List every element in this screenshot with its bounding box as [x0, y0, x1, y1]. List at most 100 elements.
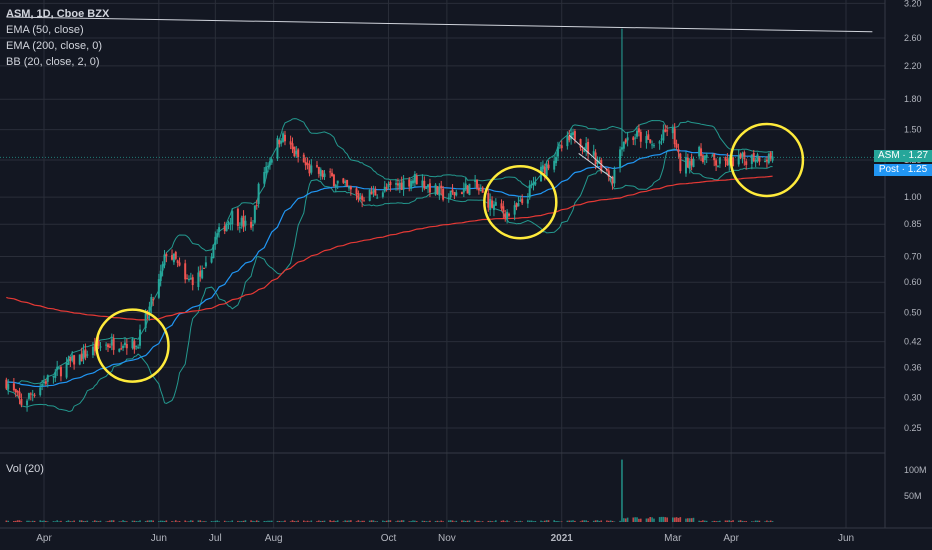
candle-body [44, 381, 47, 384]
volume-bar [495, 520, 497, 522]
volume-bar [105, 521, 107, 522]
candle-body [690, 158, 693, 166]
volume-bar [267, 520, 269, 522]
candle-body [447, 197, 450, 199]
candle-body [532, 182, 535, 186]
candle-body [236, 208, 239, 226]
volume-bar [118, 521, 121, 522]
candle-body [41, 384, 44, 386]
candle-body [302, 154, 305, 163]
candle-body [410, 180, 413, 189]
volume-bar [468, 520, 471, 522]
time-tick-label: Apr [36, 533, 52, 544]
volume-bar [478, 520, 480, 522]
symbol-title[interactable]: ASM, 1D, Cboe BZX [6, 8, 110, 20]
volume-bar [269, 520, 271, 522]
volume-bar [342, 521, 345, 522]
candle-body [317, 167, 320, 174]
candle-body [464, 183, 467, 189]
volume-bar [7, 520, 10, 522]
volume-bar [623, 518, 625, 522]
volume-bar [30, 521, 32, 522]
volume-bar [97, 521, 100, 522]
ema50-line [6, 149, 773, 388]
candle-body [110, 339, 113, 346]
candle-body [398, 182, 401, 188]
candle-body [191, 277, 194, 286]
volume-bar [660, 516, 663, 522]
volume-bar [649, 516, 652, 522]
candle-body [150, 297, 153, 307]
volume-bar [487, 520, 490, 522]
candle-body [370, 191, 373, 195]
volume-bar [521, 521, 523, 522]
volume-bar [732, 520, 734, 522]
candle-body [381, 192, 384, 197]
candle-body [607, 170, 610, 177]
volume-bar [611, 520, 614, 522]
volume-bar [632, 517, 635, 522]
candle-body [238, 227, 241, 229]
volume-bar [284, 520, 286, 522]
volume-bar [636, 517, 638, 522]
bb-legend[interactable]: BB (20, close, 2, 0) [6, 56, 100, 68]
candle-body [556, 146, 559, 157]
candle-body [315, 165, 318, 167]
volume-bar [306, 520, 309, 522]
volume-bar [557, 521, 559, 522]
volume-bar [515, 521, 518, 522]
candle-body [242, 215, 245, 228]
volume-bar [508, 521, 510, 522]
volume-bar [80, 520, 83, 522]
chart-legend: ASM, 1D, Cboe BZX EMA (50, close) EMA (2… [6, 6, 109, 70]
volume-bar [666, 517, 668, 522]
volume-bar [395, 521, 397, 522]
candle-body [506, 211, 509, 220]
candle-body [666, 130, 669, 132]
candle-body [255, 205, 258, 207]
volume-bar [704, 520, 706, 522]
volume-bar [318, 520, 320, 522]
candle-body [329, 171, 332, 173]
volume-bar [250, 520, 252, 522]
volume-bar [14, 520, 17, 522]
candle-body [543, 166, 546, 174]
candle-body [764, 161, 767, 163]
candle-body [263, 171, 266, 184]
volume-bar [135, 521, 138, 522]
candle-body [534, 182, 537, 185]
candle-body [528, 185, 531, 198]
candle-body [705, 154, 708, 158]
volume-bar [594, 520, 597, 522]
candle-body [131, 338, 134, 349]
ema50-legend[interactable]: EMA (50, close) [6, 24, 84, 36]
ema200-legend[interactable]: EMA (200, close, 0) [6, 40, 102, 52]
candle-body [172, 253, 175, 263]
price-tick-label: 0.50 [904, 308, 922, 318]
volume-bar [702, 520, 704, 522]
volume-bar [240, 521, 243, 522]
candle-body [645, 136, 648, 144]
volume-bar [137, 521, 139, 522]
volume-bar [218, 521, 220, 522]
candle-body [769, 152, 772, 159]
volume-legend[interactable]: Vol (20) [6, 463, 44, 475]
candle-body [455, 192, 458, 196]
candle-body [652, 145, 655, 147]
candle-body [570, 133, 573, 140]
volume-bar [455, 520, 458, 522]
candle-body [560, 145, 563, 149]
volume-bar [752, 521, 755, 522]
candle-body [724, 157, 727, 161]
volume-bar [559, 521, 561, 522]
volume-bar [739, 520, 742, 522]
price-tick-label: 0.85 [904, 219, 922, 229]
volume-bar [664, 517, 667, 522]
candle-body [282, 133, 285, 142]
candle-body [632, 137, 635, 141]
volume-bar [190, 520, 192, 522]
volume-bar [357, 520, 360, 522]
candle-body [112, 338, 115, 350]
volume-bar [56, 520, 58, 522]
